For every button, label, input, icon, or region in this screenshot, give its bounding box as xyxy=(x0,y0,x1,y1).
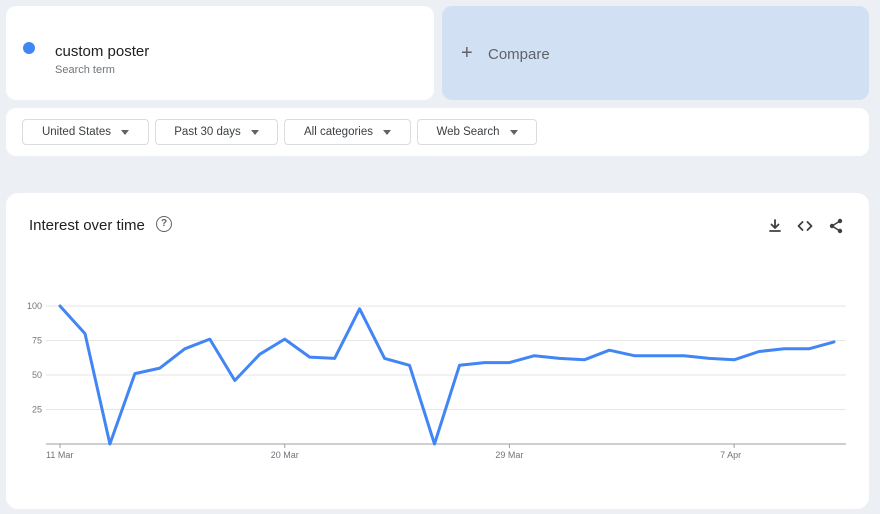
region-filter-label: United States xyxy=(41,126,112,138)
region-filter-dropdown[interactable]: United States xyxy=(22,119,149,145)
interest-over-time-panel: Interest over time ? 25 50 75 100 11 Mar 20 M… xyxy=(6,193,869,509)
data-point xyxy=(783,347,786,350)
data-point xyxy=(658,354,661,357)
data-point xyxy=(333,357,336,360)
data-point xyxy=(833,340,836,343)
time-range-filter-label: Past 30 days xyxy=(174,126,241,138)
y-tick-label: 100 xyxy=(27,301,42,311)
data-point xyxy=(583,358,586,361)
search-term-card[interactable]: custom poster Search term xyxy=(6,6,434,100)
compare-label: Compare xyxy=(488,46,550,63)
category-filter-dropdown[interactable]: All categories xyxy=(284,119,411,145)
question-circle-icon[interactable]: ? xyxy=(156,216,172,232)
data-point xyxy=(258,353,261,356)
share-icon[interactable] xyxy=(827,217,845,235)
data-point xyxy=(408,364,411,367)
data-point xyxy=(683,354,686,357)
series-color-dot xyxy=(23,42,35,54)
x-tick-label: 11 Mar xyxy=(46,450,73,460)
data-point xyxy=(733,358,736,361)
x-tick-label: 20 Mar xyxy=(271,450,299,460)
data-point xyxy=(758,350,761,353)
data-point xyxy=(283,338,286,341)
data-point xyxy=(308,356,311,359)
data-point xyxy=(608,349,611,352)
data-point xyxy=(233,379,236,382)
caret-down-icon xyxy=(509,129,518,135)
data-point xyxy=(483,361,486,364)
y-tick-label: 25 xyxy=(32,405,42,415)
data-point xyxy=(558,357,561,360)
embed-code-icon[interactable] xyxy=(796,217,814,235)
x-tick-label: 29 Mar xyxy=(495,450,523,460)
time-range-filter-dropdown[interactable]: Past 30 days xyxy=(155,119,278,145)
data-point xyxy=(59,305,62,308)
search-type-filter-dropdown[interactable]: Web Search xyxy=(417,119,537,145)
panel-title: Interest over time xyxy=(29,217,145,234)
data-point xyxy=(708,357,711,360)
caret-down-icon xyxy=(250,129,259,135)
search-type-filter-label: Web Search xyxy=(436,126,500,138)
data-point xyxy=(158,367,161,370)
caret-down-icon xyxy=(383,129,392,135)
data-point xyxy=(533,354,536,357)
search-term-type: Search term xyxy=(55,64,115,76)
y-tick-label: 50 xyxy=(32,370,42,380)
data-point xyxy=(508,361,511,364)
y-tick-label: 75 xyxy=(32,336,42,346)
data-point xyxy=(808,347,811,350)
filter-bar: United States Past 30 days All categorie… xyxy=(6,108,869,156)
compare-button[interactable]: + Compare xyxy=(442,6,869,100)
data-point xyxy=(433,443,436,446)
x-tick-label: 7 Apr xyxy=(720,450,741,460)
download-icon[interactable] xyxy=(766,217,784,235)
line-chart: 25 50 75 100 11 Mar 20 Mar 29 Mar 7 Apr xyxy=(27,301,846,460)
data-point xyxy=(458,364,461,367)
category-filter-label: All categories xyxy=(303,126,374,138)
data-point xyxy=(133,372,136,375)
data-point xyxy=(183,347,186,350)
caret-down-icon xyxy=(121,129,130,135)
data-point xyxy=(108,443,111,446)
data-point xyxy=(383,357,386,360)
data-point xyxy=(358,307,361,310)
data-point xyxy=(208,338,211,341)
plus-icon: + xyxy=(461,42,473,64)
search-term-name[interactable]: custom poster xyxy=(55,43,150,60)
data-point xyxy=(633,354,636,357)
series-line-custom-poster xyxy=(58,304,836,446)
data-point xyxy=(83,332,86,335)
